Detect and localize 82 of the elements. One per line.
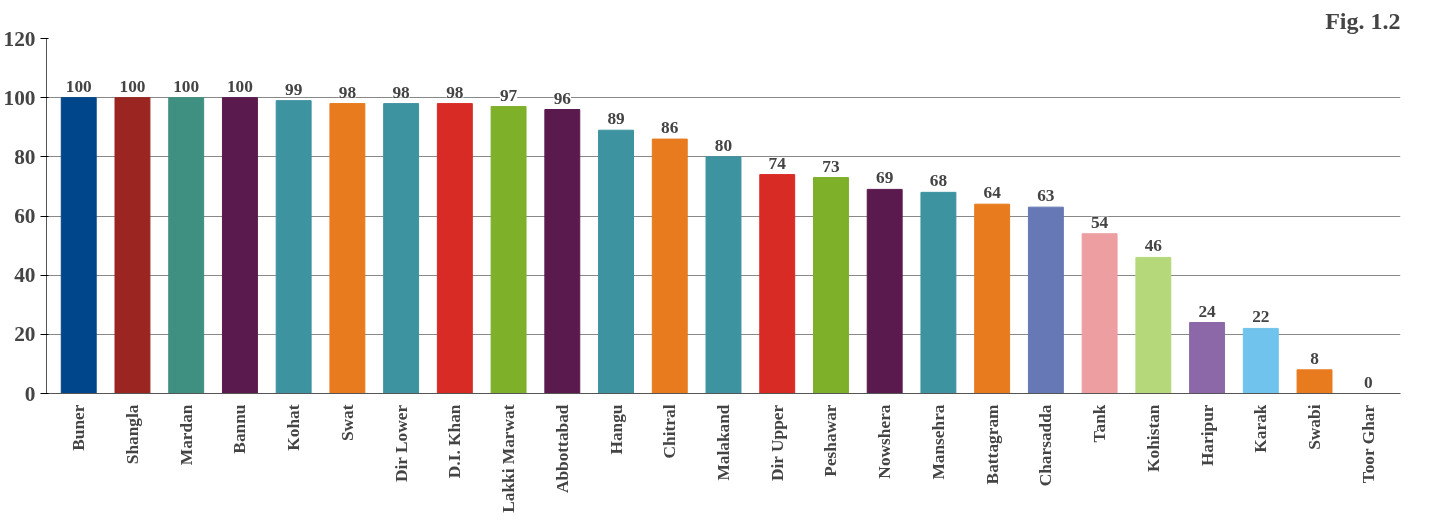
- x-tick-label: Battagram: [982, 403, 1002, 485]
- data-label: 74: [768, 153, 787, 173]
- caption: Fig. 1.2: [1325, 7, 1401, 34]
- data-label: 46: [1144, 236, 1163, 256]
- data-label: 68: [929, 171, 948, 191]
- bar: [1296, 369, 1333, 394]
- x-tick-label: Karak: [1251, 404, 1271, 453]
- bar: [490, 106, 527, 394]
- data-label: 24: [1198, 301, 1217, 321]
- bar: [221, 97, 258, 394]
- bar: [598, 129, 634, 394]
- x-tick-label: Kohat: [284, 404, 304, 451]
- data-label: 69: [876, 168, 894, 188]
- data-label: 89: [607, 109, 626, 129]
- x-tick-label: Kohistan: [1143, 404, 1163, 472]
- x-tick-label: Swat: [337, 404, 357, 442]
- y-tick-label: 20: [14, 322, 36, 347]
- x-tick-label: D.I. Khan: [445, 404, 465, 479]
- bar: [114, 97, 151, 394]
- data-label: 73: [822, 156, 840, 176]
- x-tick-label: Chitral: [660, 404, 680, 459]
- bar: [60, 97, 97, 394]
- data-label: 99: [284, 79, 303, 99]
- bar: [275, 100, 312, 394]
- data-label: 63: [1037, 186, 1055, 206]
- bar: [1027, 206, 1064, 394]
- x-tick-label: Bannu: [230, 404, 250, 454]
- x-tick-label: Dir Upper: [767, 404, 787, 482]
- y-tick-label: 100: [3, 85, 36, 110]
- data-label: 97: [499, 85, 518, 105]
- data-label: 8: [1310, 348, 1320, 368]
- data-label: 98: [338, 82, 357, 102]
- x-tick-label: Tank: [1090, 404, 1110, 443]
- data-label: 100: [119, 76, 146, 96]
- x-tick-label: Mardan: [176, 404, 196, 466]
- x-tick-label: Lakki Marwat: [499, 404, 519, 513]
- data-label: 98: [392, 82, 411, 102]
- bar: [383, 103, 420, 394]
- data-label: 96: [553, 88, 572, 108]
- bar: [1135, 256, 1172, 394]
- x-tick-label: Buner: [69, 404, 89, 451]
- bar: [168, 97, 205, 394]
- data-label: 100: [173, 76, 200, 96]
- y-tick-label: 0: [24, 381, 36, 406]
- bar: [1081, 233, 1118, 394]
- data-label: 98: [446, 82, 464, 102]
- bar: [813, 177, 849, 394]
- x-tick-label: Hangu: [606, 404, 626, 455]
- y-tick-label: 40: [14, 263, 36, 288]
- data-label: 22: [1252, 307, 1270, 327]
- bar: [651, 138, 688, 394]
- x-tick-label: Malakand: [714, 404, 733, 481]
- x-tick-label: Abbottabad: [552, 404, 572, 494]
- bar: [544, 109, 581, 394]
- data-label: 0: [1363, 372, 1373, 392]
- x-tick-label: Swabi: [1305, 404, 1325, 450]
- y-tick-label: 80: [14, 144, 36, 169]
- x-tick-label: Shangla: [122, 404, 142, 465]
- bar: [329, 103, 366, 394]
- data-label: 86: [661, 118, 679, 138]
- x-tick-label: Toor Ghar: [1358, 404, 1378, 484]
- data-label: 80: [714, 135, 733, 155]
- x-tick-label: Peshawar: [821, 404, 841, 477]
- data-label: 64: [983, 183, 1002, 203]
- y-tick-label: 120: [3, 26, 36, 51]
- bar: [436, 103, 473, 394]
- bar: [974, 203, 1011, 394]
- x-tick-label: Charsadda: [1036, 404, 1056, 487]
- bar: [705, 156, 742, 394]
- data-label: 100: [65, 76, 92, 96]
- bar: [759, 174, 796, 394]
- bar: [1242, 327, 1279, 394]
- x-tick-label: Nowshera: [875, 404, 895, 479]
- x-tick-label: Dir Lower: [391, 404, 411, 482]
- bar: [1189, 322, 1226, 394]
- data-label: 54: [1090, 212, 1109, 232]
- bar: [920, 191, 957, 394]
- data-label: 100: [226, 76, 253, 96]
- x-tick-label: Haripur: [1197, 404, 1217, 467]
- bar: [866, 188, 903, 394]
- x-tick-label: Mansehra: [928, 404, 948, 480]
- y-tick-label: 60: [14, 204, 36, 228]
